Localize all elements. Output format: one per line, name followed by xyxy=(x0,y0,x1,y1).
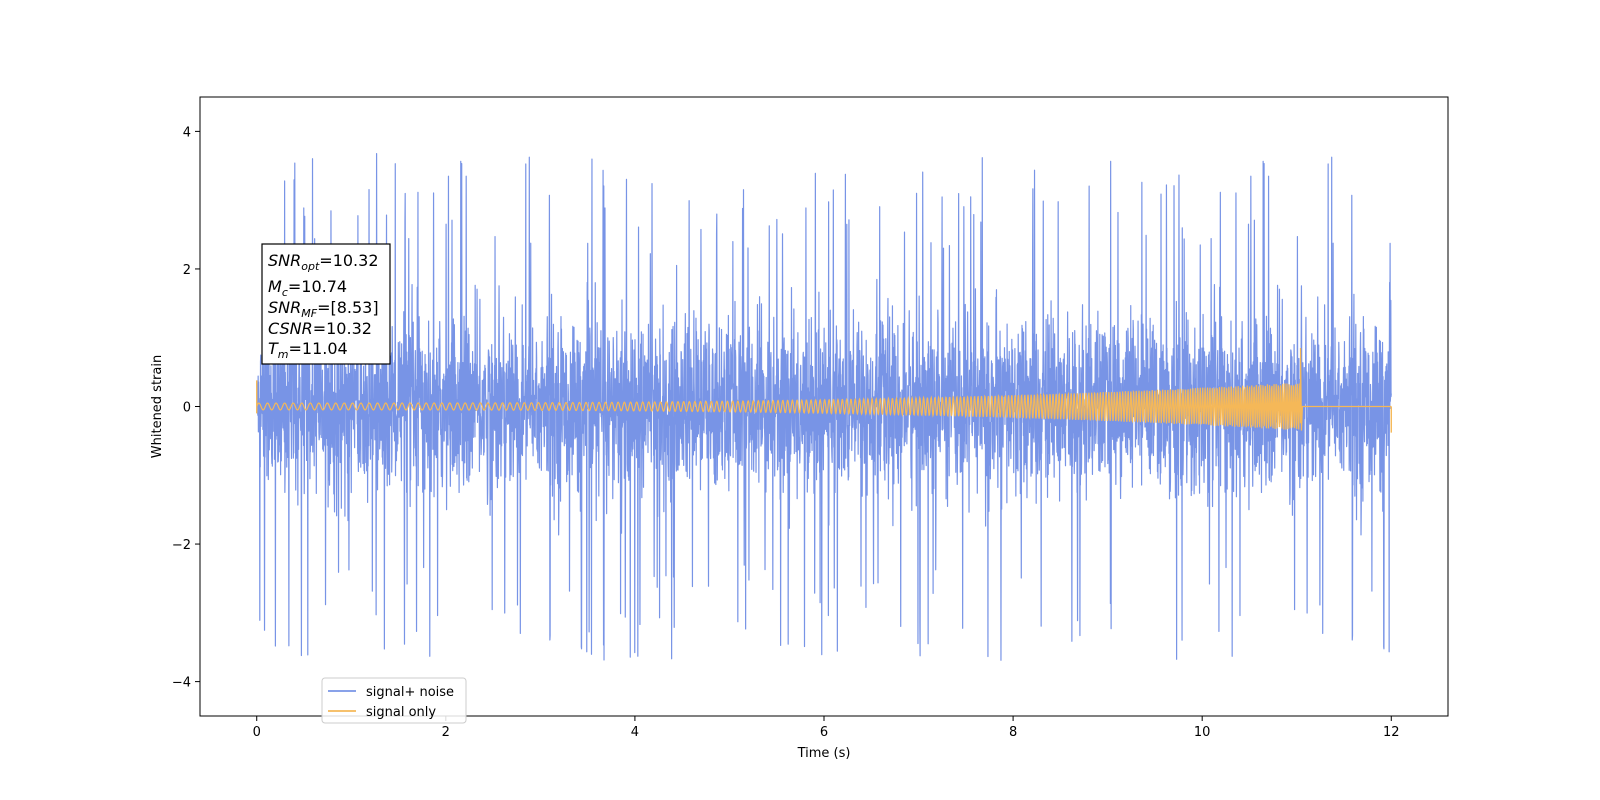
annotation-value: =11.04 xyxy=(289,339,348,358)
annotation-symbol: CSNR xyxy=(268,319,313,338)
y-tick-label: 4 xyxy=(183,125,191,140)
y-tick-label: −2 xyxy=(172,538,191,553)
legend: signal+ noise signal only xyxy=(321,677,467,724)
annotation-subscript: m xyxy=(278,348,289,361)
legend-label: signal only xyxy=(366,705,436,720)
annotation-line: Mc=10.74 xyxy=(268,277,347,299)
annotation-symbol: SNR xyxy=(268,251,301,270)
annotation-subscript: c xyxy=(282,286,288,299)
annotation-line: SNRMF=[8.53] xyxy=(268,298,379,320)
y-axis: −4 −2 0 2 4 xyxy=(172,125,200,691)
legend-frame xyxy=(321,677,467,724)
annotation-line: Tm=11.04 xyxy=(268,339,348,361)
y-tick-label: 2 xyxy=(183,263,191,278)
x-tick-label: 2 xyxy=(442,725,450,740)
annotation-value: =[8.53] xyxy=(317,298,379,317)
annotation-symbol: M xyxy=(268,277,282,296)
x-tick-label: 0 xyxy=(253,725,261,740)
annotation-subscript: opt xyxy=(301,260,320,273)
annotation-subscript: MF xyxy=(301,307,317,320)
annotation-value: =10.32 xyxy=(319,251,378,270)
x-tick-label: 8 xyxy=(1009,725,1017,740)
data-layer xyxy=(256,153,1392,661)
x-axis: 0 2 4 6 8 10 12 xyxy=(253,716,1400,740)
x-tick-label: 10 xyxy=(1194,725,1211,740)
annotation-symbol: SNR xyxy=(268,298,301,317)
x-tick-label: 12 xyxy=(1383,725,1400,740)
annotation-frame xyxy=(261,243,391,365)
x-tick-label: 6 xyxy=(820,725,828,740)
x-axis-label: Time (s) xyxy=(797,746,851,761)
legend-label: signal+ noise xyxy=(366,685,454,700)
annotation-box: SNRopt=10.32Mc=10.74SNRMF=[8.53]CSNR=10.… xyxy=(261,243,391,365)
annotation-value: =10.32 xyxy=(313,319,372,338)
x-tick-label: 4 xyxy=(631,725,639,740)
annotation-symbol: T xyxy=(268,339,279,358)
y-tick-label: 0 xyxy=(183,401,191,416)
annotation-value: =10.74 xyxy=(288,277,347,296)
y-tick-label: −4 xyxy=(172,676,191,691)
series-signal-only-line xyxy=(256,348,1392,431)
annotation-line: SNRopt=10.32 xyxy=(268,251,379,273)
y-axis-label: Whitened strain xyxy=(150,355,165,458)
annotation-line: CSNR=10.32 xyxy=(268,319,372,338)
